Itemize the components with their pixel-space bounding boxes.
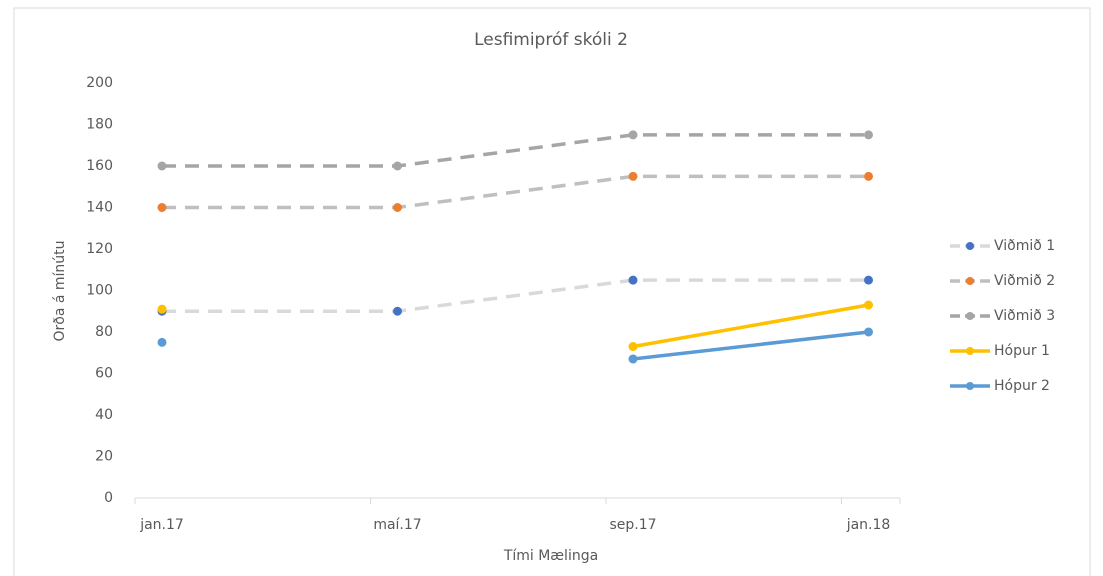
data-point — [628, 171, 638, 181]
y-tick-label: 180 — [86, 117, 113, 133]
data-point — [864, 275, 873, 285]
data-point — [628, 275, 638, 285]
series-line — [632, 303, 869, 349]
x-tick-label: sep.17 — [609, 517, 656, 533]
y-tick-label: 80 — [95, 324, 113, 340]
y-tick-label: 120 — [86, 241, 113, 257]
data-point — [628, 354, 638, 364]
legend-marker — [966, 242, 974, 250]
y-tick-label: 0 — [104, 490, 113, 506]
legend-label: Viðmið 1 — [994, 238, 1055, 254]
x-tick-label: jan.18 — [846, 517, 891, 533]
data-point — [157, 161, 167, 171]
y-axis-title: Orða á mínútu — [52, 240, 68, 341]
x-axis-title: Tími Mælinga — [503, 548, 598, 564]
legend-marker — [966, 277, 974, 285]
y-tick-label: 200 — [86, 75, 113, 91]
legend-label: Viðmið 3 — [994, 308, 1055, 324]
x-tick-label: jan.17 — [139, 517, 184, 533]
data-point — [864, 171, 873, 181]
series-line — [632, 330, 869, 361]
data-point — [628, 130, 638, 140]
y-tick-label: 100 — [86, 283, 113, 299]
data-point — [393, 203, 402, 212]
legend-label: Viðmið 2 — [994, 273, 1055, 289]
data-point — [628, 342, 638, 352]
data-point — [864, 300, 873, 310]
y-tick-label: 60 — [95, 366, 113, 382]
legend-marker — [966, 382, 974, 390]
y-tick-label: 40 — [95, 407, 113, 423]
data-point — [864, 327, 873, 337]
data-point — [864, 130, 873, 140]
data-point — [157, 304, 167, 314]
x-tick-label: maí.17 — [373, 517, 421, 533]
series-line — [162, 278, 869, 313]
y-tick-label: 160 — [86, 158, 113, 174]
data-point — [157, 203, 167, 212]
legend-marker — [966, 347, 974, 355]
chart-title: Lesfimipróf skóli 2 — [474, 30, 628, 50]
legend-label: Hópur 2 — [994, 378, 1050, 394]
data-point — [157, 337, 167, 347]
series-line — [162, 174, 869, 210]
data-point — [393, 306, 402, 316]
legend-label: Hópur 1 — [994, 343, 1050, 359]
series-line — [162, 133, 869, 168]
y-tick-label: 20 — [95, 449, 113, 465]
y-tick-label: 140 — [86, 200, 113, 216]
data-point — [393, 161, 402, 171]
legend-marker — [966, 312, 974, 320]
